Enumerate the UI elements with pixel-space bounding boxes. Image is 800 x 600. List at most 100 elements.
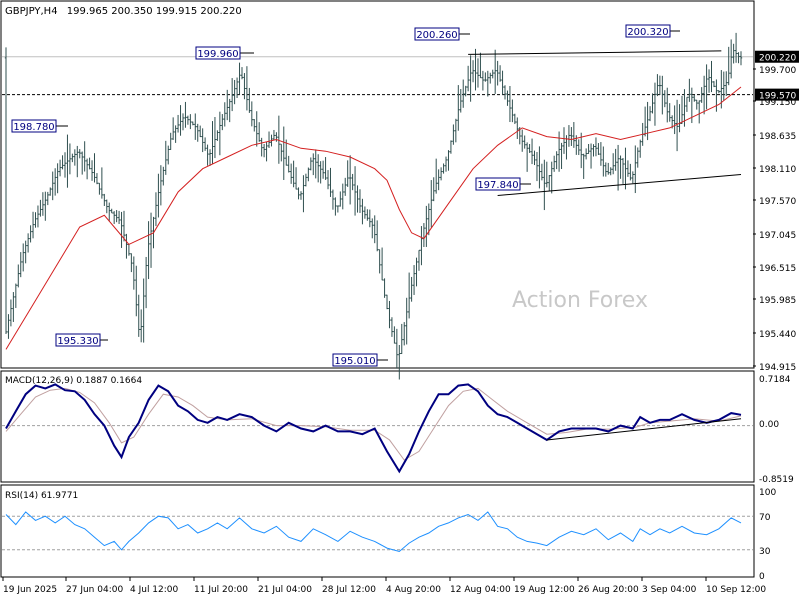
candle [211,121,214,164]
candle [235,77,239,98]
macd-trendline [546,418,742,441]
candle [434,158,438,194]
candle [31,211,35,239]
candle [400,323,403,355]
candle [353,166,357,216]
candle [388,300,391,329]
candle [174,125,177,143]
candle [639,139,642,158]
candle [34,212,37,228]
x-tick-label: 4 Aug 20:00 [386,585,441,595]
chart-header: GBPJPY,H4 199.965 200.350 199.915 200.22… [5,6,242,17]
candle [240,67,244,80]
annotation-text: 199.960 [197,49,238,60]
candle [663,90,666,108]
candle [476,58,480,88]
candle [344,177,347,196]
x-tick-label: 28 Jul 12:00 [322,585,376,595]
candle [405,297,408,345]
candle [250,101,254,127]
candle [164,140,167,175]
rsi-label: RSI(14) 61.9771 [5,491,78,501]
candle [725,71,728,96]
candle [464,85,467,97]
x-tick-label: 27 Jun 04:00 [66,585,123,595]
candle [403,322,406,346]
candle [233,79,236,105]
candle [395,328,399,369]
candle [7,314,10,339]
x-tick-label: 10 Sep 12:00 [706,585,766,595]
candle [530,138,534,165]
candle [73,149,77,166]
candle [594,137,598,157]
candle [710,60,713,93]
candle [348,155,352,205]
candle [737,52,740,64]
macd-line [5,383,742,474]
candle [729,39,733,79]
candle [361,198,364,225]
candle [243,73,246,100]
candle [447,150,450,171]
candle [368,209,372,228]
candle [253,118,256,132]
price-tick-label: 198.635 [759,132,796,142]
candle [324,157,327,180]
annotation-box [55,333,101,347]
candle [154,192,158,227]
price-tick-label: 196.515 [759,264,796,274]
candle [511,99,514,123]
candle [302,175,305,213]
candle [110,208,113,214]
candle [24,240,27,264]
candle [341,183,344,210]
candle [56,163,59,194]
candle [646,101,649,141]
candle [346,160,349,187]
price-annotations: 198.780 199.960 195.330 195.010 200.260 200.3… [11,24,680,367]
candle [496,60,499,86]
candle [218,111,222,156]
candle [626,160,630,177]
rsi-tick-label: 100 [759,488,776,498]
candle [506,90,509,106]
candle [44,191,47,221]
candle [277,115,281,164]
candle [289,163,293,184]
ohlc-label: 199.965 200.350 199.915 200.220 [67,6,242,17]
candle [120,211,123,248]
candle [105,199,108,214]
candle [658,75,662,96]
candle [373,215,376,244]
candle [597,143,600,155]
candle [319,161,322,184]
candle [513,113,517,125]
candle [695,99,698,110]
candle [221,114,224,131]
candle [287,155,290,173]
candle [688,78,691,102]
rsi-panel-frame [0,484,755,578]
x-tick-label: 4 Jul 12:00 [130,585,179,595]
candle [371,218,374,239]
candle [653,82,657,126]
candle [292,160,295,188]
candle [666,87,669,123]
symbol-label: GBPJPY,H4 [5,6,58,17]
candle [297,187,300,200]
candle [432,177,435,202]
candle [543,159,546,211]
candle [548,175,551,191]
candle [14,283,18,308]
candle [501,70,504,95]
candle [523,135,526,149]
candle [538,146,541,189]
candle [203,137,207,151]
candle [430,180,433,228]
candle [474,48,477,91]
candle [580,132,583,169]
candle [26,233,30,253]
candle [552,155,556,172]
